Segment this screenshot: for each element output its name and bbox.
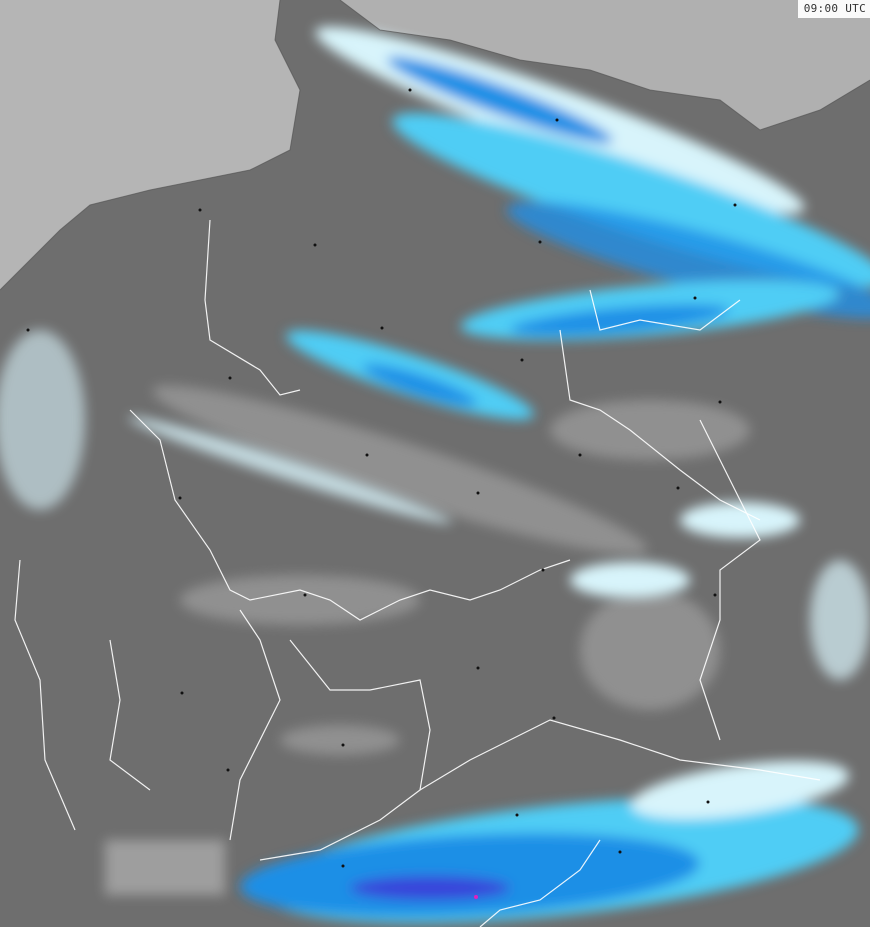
cloud-areas (105, 385, 750, 895)
city-markers (26, 88, 737, 868)
timestamp-label: 09:00 UTC (797, 0, 870, 18)
coastlines (0, 0, 870, 291)
extreme-precip-cell (474, 895, 478, 899)
country-borders (14, 219, 821, 927)
sea-area-baltic (340, 0, 870, 130)
